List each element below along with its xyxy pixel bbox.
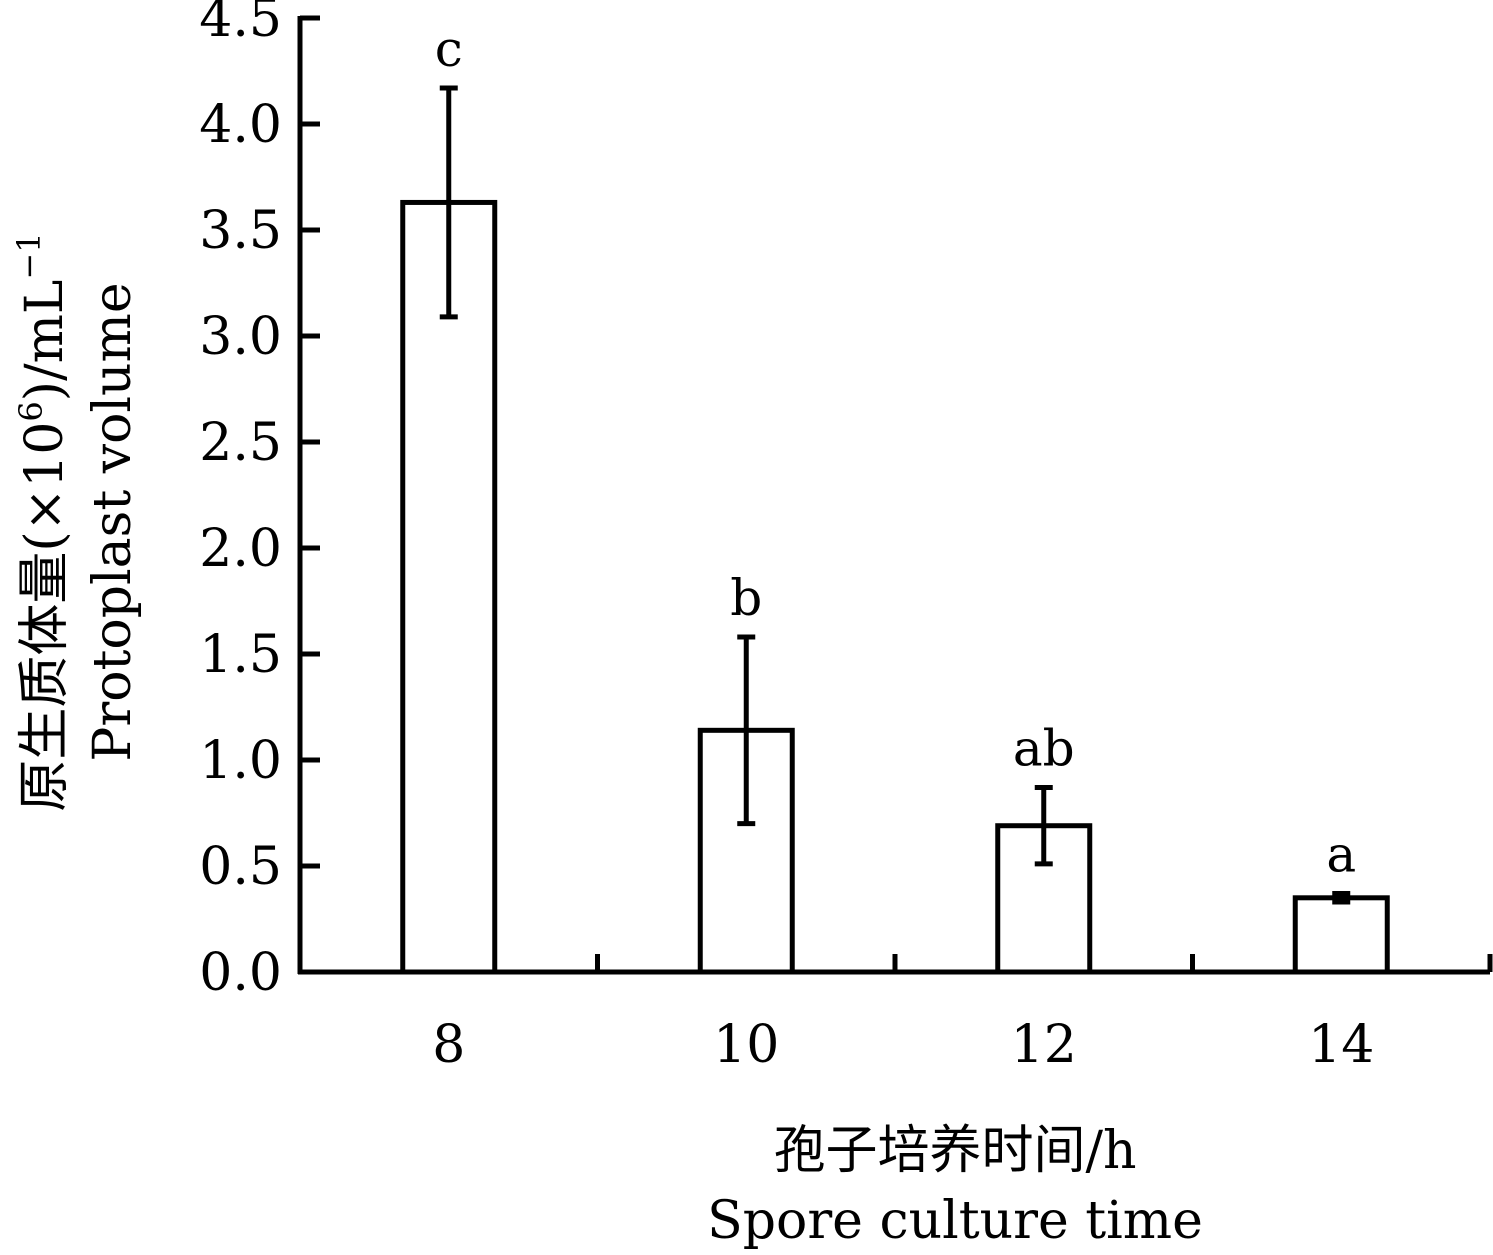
x-axis-category-label: 10 (713, 1015, 779, 1075)
y-axis-title-cn-unit-exp: −1 (10, 232, 48, 279)
x-axis-category-label: 12 (1011, 1015, 1077, 1075)
x-axis-category-label: 8 (432, 1015, 465, 1075)
significance-label: a (1326, 826, 1356, 884)
bar (400, 199, 498, 975)
y-axis-title-cn: 原生质体量(×106)/mL−1 (10, 232, 75, 811)
significance-label: c (435, 20, 463, 78)
y-axis-tick-label: 4.5 (199, 0, 282, 49)
significance-label: ab (1013, 720, 1075, 778)
x-axis-title-cn: 孢子培养时间/h (773, 1121, 1136, 1181)
bar (1292, 895, 1390, 975)
x-axis-title-en: Spore culture time (707, 1191, 1203, 1251)
y-axis-tick-label: 1.5 (199, 625, 282, 685)
y-axis-tick-label: 3.0 (199, 307, 282, 367)
bars (400, 199, 1390, 975)
x-axis-categories: 8 10 12 14 (432, 1015, 1374, 1075)
y-axis-tick-label: 1.0 (199, 731, 282, 791)
y-axis-tick-label: 2.5 (199, 413, 282, 473)
y-axis-title-cn-unit: )/mL (15, 280, 75, 402)
significance-label: b (730, 569, 762, 627)
error-bars (439, 85, 1351, 905)
y-axis-title-cn-exp: 6 (12, 401, 50, 421)
y-axis-tick-label: 3.5 (199, 201, 282, 261)
y-axis-tick-label: 0.5 (199, 837, 282, 897)
y-axis-tick-label: 2.0 (199, 519, 282, 579)
y-axis-tick-label: 4.0 (199, 95, 282, 155)
y-axis-title-en: Protoplast volume (83, 282, 143, 761)
x-axis-category-label: 14 (1308, 1015, 1374, 1075)
y-axis-ticks: 0.0 0.5 1.0 1.5 2.0 2.5 3.0 3.5 4.0 4.5 (199, 0, 320, 1003)
y-axis-tick-label: 0.0 (199, 943, 282, 1003)
significance-labels: c b ab a (435, 20, 1356, 884)
y-axis-title-cn-main: 原生质体量(×10 (15, 422, 75, 812)
